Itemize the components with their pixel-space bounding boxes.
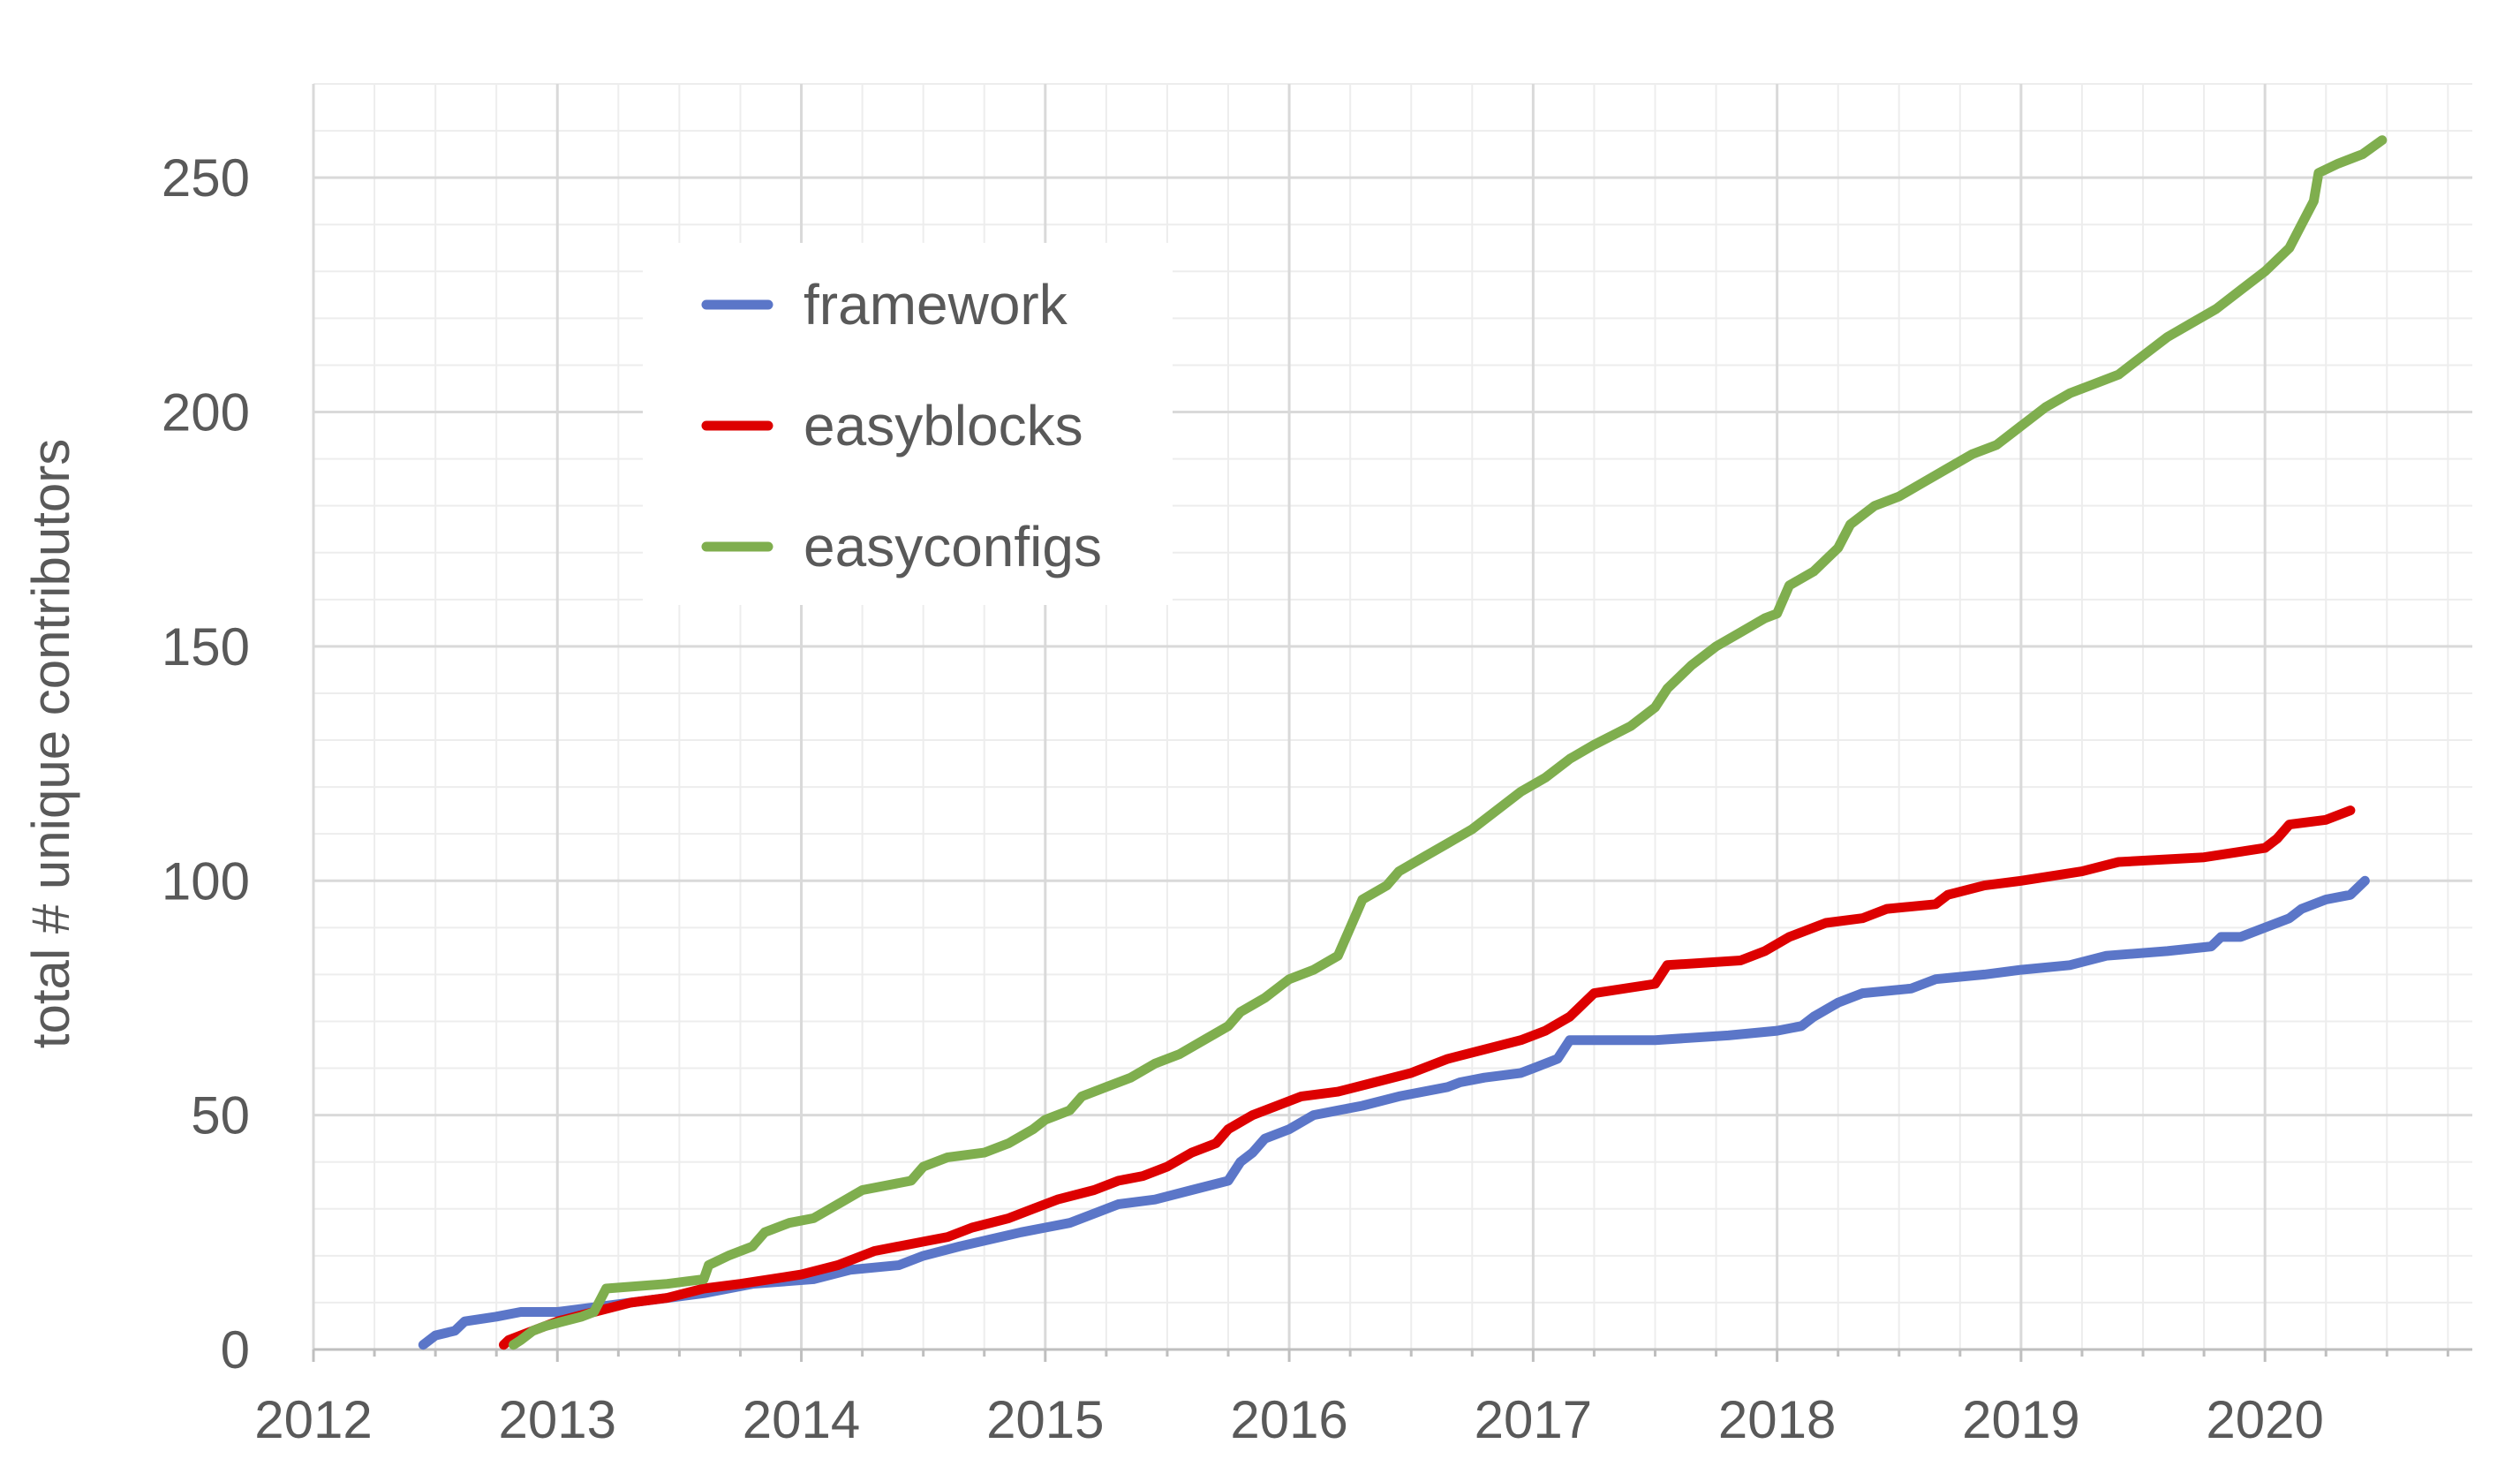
x-tick-label: 2014 bbox=[743, 1390, 860, 1449]
y-tick-label: 0 bbox=[221, 1320, 250, 1380]
x-tick-label: 2013 bbox=[499, 1390, 616, 1449]
series-line-framework bbox=[418, 875, 2370, 1350]
series-lines bbox=[418, 135, 2388, 1350]
series-line-easyblocks bbox=[499, 805, 2356, 1350]
y-tick-label: 250 bbox=[162, 148, 250, 208]
axes bbox=[312, 1348, 2472, 1362]
x-tick-label: 2012 bbox=[254, 1390, 372, 1449]
y-tick-label: 150 bbox=[162, 617, 250, 677]
x-tick-label: 2018 bbox=[1718, 1390, 1836, 1449]
legend-label-easyblocks: easyblocks bbox=[804, 394, 1083, 457]
x-tick-label: 2016 bbox=[1230, 1390, 1347, 1449]
series-line-easyconfigs bbox=[509, 135, 2388, 1350]
y-tick-label: 100 bbox=[162, 851, 250, 911]
x-tick-label: 2019 bbox=[1962, 1390, 2079, 1449]
y-tick-label: 50 bbox=[191, 1086, 250, 1145]
x-tick-label: 2015 bbox=[986, 1390, 1104, 1449]
x-tick-label: 2017 bbox=[1475, 1390, 1592, 1449]
y-axis-title: total # unique contributors bbox=[21, 439, 80, 1048]
y-tick-labels: 0 50 100 150 200 250 bbox=[162, 148, 250, 1380]
legend: framework easyblocks easyconfigs bbox=[643, 243, 1173, 605]
major-gridlines bbox=[312, 84, 2472, 1351]
minor-gridlines bbox=[313, 83, 2472, 1349]
x-tick-label: 2020 bbox=[2206, 1390, 2323, 1449]
y-tick-label: 200 bbox=[162, 383, 250, 442]
legend-label-framework: framework bbox=[804, 273, 1068, 336]
x-tick-labels: 2012 2013 2014 2015 2016 2017 2018 2019 2020 bbox=[254, 1390, 2324, 1449]
legend-label-easyconfigs: easyconfigs bbox=[804, 515, 1102, 578]
